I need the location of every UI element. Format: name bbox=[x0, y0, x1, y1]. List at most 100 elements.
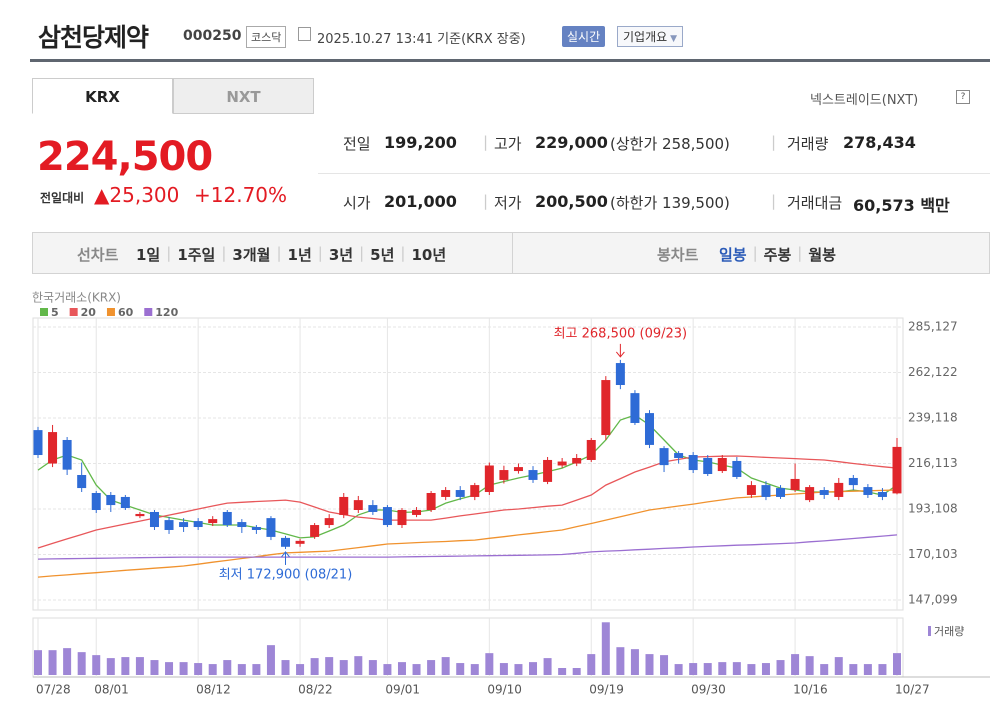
separator: | bbox=[166, 244, 172, 262]
candle-body bbox=[790, 478, 800, 491]
candle-body bbox=[295, 540, 305, 544]
volume-bar bbox=[834, 657, 843, 675]
volume-bar bbox=[179, 662, 188, 675]
stock-code: 000250 bbox=[183, 28, 242, 44]
candle-body bbox=[484, 465, 494, 493]
volume-bar bbox=[863, 664, 872, 675]
volume-bar bbox=[34, 650, 42, 675]
legend-label: 60 bbox=[118, 306, 134, 319]
volume-bar bbox=[616, 647, 625, 675]
y-tick-label: 285,127 bbox=[908, 319, 958, 333]
volume-bar bbox=[630, 649, 639, 675]
volume-bar bbox=[499, 663, 508, 675]
period-option[interactable]: 10년 bbox=[411, 246, 447, 264]
tab-krx[interactable]: KRX bbox=[32, 78, 173, 114]
legend-label: 20 bbox=[81, 306, 97, 319]
period-option[interactable]: 3년 bbox=[328, 246, 354, 264]
volume-bar bbox=[237, 664, 246, 675]
moving-average-line bbox=[37, 534, 898, 560]
stat-value: 278,434 bbox=[843, 133, 916, 152]
volume-bar bbox=[135, 657, 144, 675]
volume-bar bbox=[761, 663, 770, 675]
candle-chart-label: 봉차트 bbox=[657, 246, 699, 264]
separator: | bbox=[317, 244, 323, 262]
volume-bar bbox=[689, 663, 698, 675]
change-rate: +12.70% bbox=[194, 183, 288, 207]
separator: | bbox=[771, 192, 777, 210]
period-option[interactable]: 일봉 bbox=[719, 246, 747, 264]
tab-nxt[interactable]: NXT bbox=[173, 78, 314, 114]
period-option[interactable]: 1년 bbox=[287, 246, 312, 264]
period-option[interactable]: 5년 bbox=[370, 246, 395, 264]
volume-bar bbox=[747, 664, 756, 675]
candle-body bbox=[106, 494, 116, 506]
period-option[interactable]: 3개월 bbox=[232, 246, 271, 264]
candle-body bbox=[528, 470, 538, 480]
separator: | bbox=[359, 244, 365, 262]
period-option[interactable]: 1주일 bbox=[177, 246, 216, 264]
volume-bar bbox=[456, 663, 465, 675]
separator: | bbox=[400, 244, 406, 262]
candle-body bbox=[281, 537, 291, 547]
stat-label: 저가 bbox=[494, 194, 522, 212]
candle-body bbox=[441, 490, 451, 497]
period-option[interactable]: 주봉 bbox=[763, 246, 792, 264]
x-tick-label: 10/27 bbox=[895, 683, 930, 697]
annotation-arrowhead bbox=[615, 351, 625, 358]
current-price: 224,500 bbox=[37, 134, 213, 180]
legend-swatch bbox=[69, 308, 78, 316]
candle-body bbox=[659, 448, 669, 466]
candle-body bbox=[120, 496, 130, 509]
candle-body bbox=[324, 518, 334, 526]
volume-frame bbox=[32, 617, 904, 678]
company-info-label[interactable]: 기업개요 bbox=[623, 30, 668, 44]
volume-bar bbox=[63, 648, 72, 675]
plot-frame bbox=[32, 317, 904, 611]
candle-body bbox=[382, 507, 392, 526]
company-info-button[interactable]: 기업개요 ▼ bbox=[617, 26, 684, 47]
stat-note: (하한가 139,500) bbox=[610, 194, 730, 212]
separator: | bbox=[483, 192, 489, 210]
volume-bar bbox=[150, 660, 159, 675]
candle-body bbox=[135, 513, 145, 517]
x-tick-label: 09/30 bbox=[691, 683, 726, 697]
dropdown-arrow: ▼ bbox=[670, 34, 678, 44]
volume-bar bbox=[296, 664, 305, 675]
volume-bar bbox=[325, 657, 334, 675]
volume-bar bbox=[660, 655, 669, 675]
candle-body bbox=[368, 505, 378, 512]
candle-body bbox=[557, 461, 567, 466]
period-option[interactable]: 1일 bbox=[136, 246, 161, 264]
volume-bar bbox=[601, 622, 610, 675]
period-bar bbox=[32, 232, 990, 274]
candle-body bbox=[426, 492, 436, 511]
nxt-link[interactable]: 넥스트레이드(NXT) bbox=[810, 93, 919, 108]
realtime-button[interactable]: 실시간 bbox=[562, 26, 606, 47]
y-tick-label: 216,113 bbox=[908, 456, 958, 470]
stat-note: (상한가 258,500) bbox=[610, 135, 730, 153]
volume-bar bbox=[412, 664, 421, 675]
candle-body bbox=[412, 510, 422, 515]
candle-body bbox=[470, 485, 480, 497]
volume-bar bbox=[805, 656, 814, 675]
volume-bar bbox=[543, 658, 552, 675]
divider bbox=[318, 173, 990, 174]
candle-body bbox=[630, 393, 640, 423]
y-tick-label: 262,122 bbox=[908, 365, 958, 379]
candle-body bbox=[834, 482, 844, 497]
help-icon[interactable]: ? bbox=[956, 90, 970, 104]
stat-value: 199,200 bbox=[384, 133, 457, 152]
volume-bar bbox=[281, 660, 290, 675]
period-option[interactable]: 월봉 bbox=[808, 246, 836, 264]
legend-swatch bbox=[106, 308, 115, 316]
legend-label: 5 bbox=[51, 306, 59, 319]
candle-periods: 일봉 | 주봉 | 월봉 bbox=[713, 244, 842, 265]
candle-body bbox=[339, 496, 349, 515]
candle-body bbox=[310, 525, 320, 537]
stat-label: 거래량 bbox=[787, 135, 829, 153]
volume-bar bbox=[48, 650, 57, 675]
candle-body bbox=[615, 363, 625, 386]
volume-bar bbox=[529, 662, 538, 675]
candle-body bbox=[776, 488, 786, 497]
